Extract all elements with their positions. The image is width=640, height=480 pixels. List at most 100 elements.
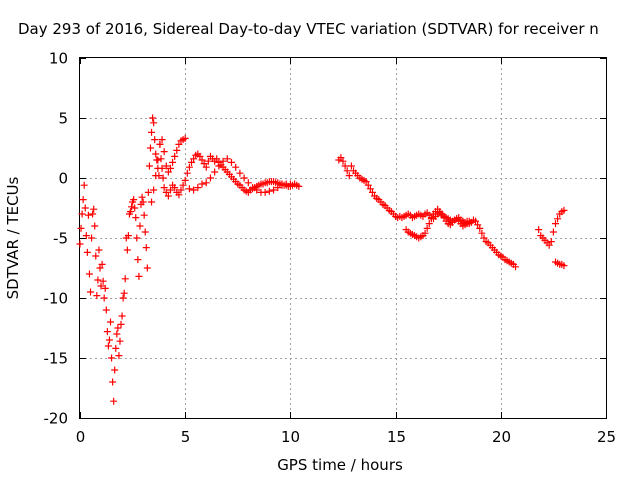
data-point: [148, 198, 156, 206]
x-axis-label: GPS time / hours: [277, 456, 403, 474]
data-point: [162, 162, 170, 170]
data-point: [150, 119, 158, 127]
data-point: [211, 168, 219, 176]
data-point: [166, 186, 174, 194]
data-point: [94, 276, 102, 284]
data-point: [136, 222, 144, 230]
data-point: [99, 277, 107, 285]
data-point: [227, 158, 235, 166]
data-point: [274, 184, 282, 192]
data-point: [173, 146, 181, 154]
data-point: [87, 288, 95, 296]
data-point: [115, 352, 123, 360]
y-tick-label: -5: [53, 230, 68, 248]
data-point: [79, 196, 87, 204]
data-point: [465, 217, 473, 225]
data-point: [185, 163, 193, 171]
data-point: [124, 232, 132, 240]
data-point: [160, 184, 168, 192]
data-point: [148, 128, 156, 136]
data-point: [265, 187, 273, 195]
data-point: [151, 136, 159, 144]
data-point: [100, 294, 108, 302]
data-point: [123, 246, 131, 254]
data-point: [92, 252, 100, 260]
data-point: [270, 186, 278, 194]
data-point: [480, 234, 488, 242]
data-point: [339, 157, 347, 165]
data-point: [95, 246, 103, 254]
data-point: [175, 191, 183, 199]
data-point: [76, 240, 84, 248]
data-point: [150, 186, 158, 194]
data-point: [96, 264, 104, 272]
data-point: [164, 192, 172, 200]
data-point: [278, 181, 286, 189]
data-point: [545, 241, 553, 249]
data-point: [110, 397, 118, 405]
data-point: [236, 169, 244, 177]
data-point: [204, 157, 212, 165]
data-point: [425, 220, 433, 228]
data-point: [104, 342, 112, 350]
data-point: [554, 215, 562, 223]
data-point: [215, 162, 223, 170]
grid-lines: [80, 58, 606, 418]
data-point: [97, 282, 105, 290]
data-point: [175, 140, 183, 148]
data-point: [93, 292, 101, 300]
data-point: [154, 156, 162, 164]
data-point: [113, 330, 121, 338]
data-point: [112, 344, 120, 352]
data-point: [80, 181, 88, 189]
data-point: [535, 226, 543, 234]
data-point: [105, 336, 113, 344]
plot-frame: [79, 57, 607, 419]
data-point: [121, 275, 129, 283]
data-point: [547, 238, 555, 246]
y-tick-label: 10: [49, 50, 68, 68]
data-point: [364, 181, 372, 189]
x-tick-label: 10: [281, 428, 300, 446]
data-point: [130, 196, 138, 204]
data-point: [190, 186, 198, 194]
data-point: [103, 328, 111, 336]
data-point: [145, 162, 153, 170]
data-point: [200, 160, 208, 168]
data-point: [223, 155, 231, 163]
data-point: [202, 179, 210, 187]
data-point: [512, 263, 520, 271]
data-point: [162, 188, 170, 196]
data-point: [166, 164, 174, 172]
data-point: [472, 217, 480, 225]
data-point: [101, 284, 109, 292]
data-point: [171, 152, 179, 160]
y-tick-label: -20: [44, 410, 69, 428]
data-point: [196, 152, 204, 160]
data-point: [232, 163, 240, 171]
data-point: [134, 256, 142, 264]
data-point: [119, 294, 127, 302]
data-point: [423, 224, 431, 232]
data-point: [159, 174, 167, 182]
data-point: [345, 172, 353, 180]
data-point: [552, 220, 560, 228]
data-point: [108, 354, 116, 362]
data-point: [120, 289, 128, 297]
y-tick-label: 0: [58, 170, 68, 188]
data-point: [244, 179, 252, 187]
data-point: [171, 184, 179, 192]
data-point: [77, 224, 85, 232]
data-point: [158, 136, 166, 144]
data-point: [82, 232, 90, 240]
data-point: [84, 211, 92, 219]
data-point: [91, 222, 99, 230]
data-point: [138, 193, 146, 201]
data-point: [88, 234, 96, 242]
data-point: [149, 114, 157, 122]
x-tick-label: 5: [181, 428, 191, 446]
data-point: [286, 180, 294, 188]
data-point: [78, 210, 86, 218]
data-point: [337, 154, 345, 162]
